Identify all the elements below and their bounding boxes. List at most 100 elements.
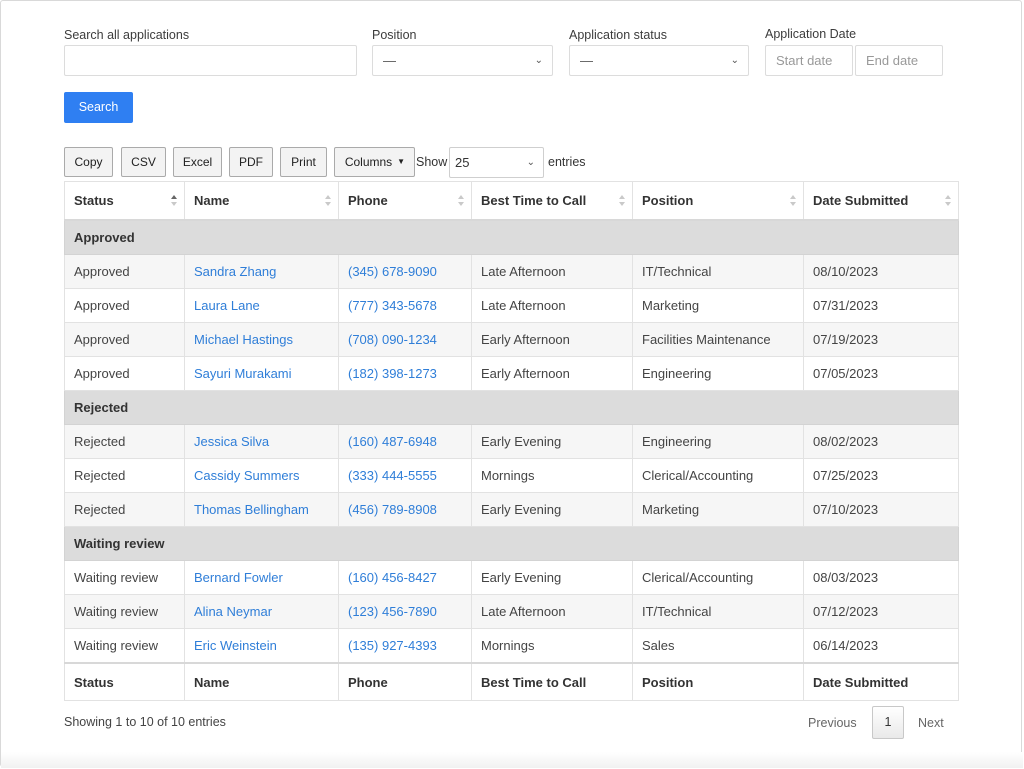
entries-label: entries xyxy=(548,155,586,169)
columns-button-label: Columns xyxy=(344,155,393,169)
cell-status: Waiting review xyxy=(64,594,185,629)
pdf-button[interactable]: PDF xyxy=(229,147,273,177)
group-label: Rejected xyxy=(64,390,959,425)
header-row: Status Name Phone Best Time to Call Position… xyxy=(64,181,959,221)
table-row: Waiting review Alina Neymar (123) 456-7890… xyxy=(64,594,959,629)
cell-name[interactable]: Sayuri Murakami xyxy=(184,356,339,391)
cell-phone[interactable]: (160) 487-6948 xyxy=(338,424,472,459)
column-header-position[interactable]: Position xyxy=(632,181,804,221)
cell-position: IT/Technical xyxy=(632,254,804,289)
sort-icon xyxy=(325,195,331,207)
column-header-status[interactable]: Status xyxy=(64,181,185,221)
cell-phone[interactable]: (777) 343-5678 xyxy=(338,288,472,323)
columns-button[interactable]: Columns ▼ xyxy=(334,147,415,177)
cell-position: IT/Technical xyxy=(632,594,804,629)
cell-phone[interactable]: (708) 090-1234 xyxy=(338,322,472,357)
cell-name[interactable]: Eric Weinstein xyxy=(184,628,339,664)
chevron-down-icon: ⌄ xyxy=(730,55,739,66)
column-footer-position: Position xyxy=(632,662,804,701)
column-footer-best-time-to-call: Best Time to Call xyxy=(471,662,633,701)
cell-name[interactable]: Alina Neymar xyxy=(184,594,339,629)
table-row: Rejected Cassidy Summers (333) 444-5555 Mor… xyxy=(64,458,959,493)
group-row: Rejected xyxy=(64,390,959,425)
cell-date-submitted: 07/12/2023 xyxy=(803,594,959,629)
search-input[interactable] xyxy=(64,45,357,76)
cell-status: Approved xyxy=(64,288,185,323)
cell-phone[interactable]: (135) 927-4393 xyxy=(338,628,472,664)
position-select[interactable]: — ⌄ xyxy=(372,45,553,76)
column-header-best-time-to-call[interactable]: Best Time to Call xyxy=(471,181,633,221)
cell-name[interactable]: Bernard Fowler xyxy=(184,560,339,595)
cell-phone[interactable]: (123) 456-7890 xyxy=(338,594,472,629)
cell-date-submitted: 07/19/2023 xyxy=(803,322,959,357)
column-footer-status: Status xyxy=(64,662,185,701)
column-header-label: Position xyxy=(642,193,694,208)
search-label: Search all applications xyxy=(64,28,190,42)
start-date-input[interactable]: Start date xyxy=(765,45,853,76)
column-header-label: Name xyxy=(194,193,230,208)
cell-status: Rejected xyxy=(64,458,185,493)
chevron-down-icon: ⌄ xyxy=(526,157,535,168)
page-length-select[interactable]: 25 ⌄ xyxy=(449,147,544,178)
cell-position: Engineering xyxy=(632,356,804,391)
table-row: Rejected Thomas Bellingham (456) 789-8908 E… xyxy=(64,492,959,527)
cell-position: Sales xyxy=(632,628,804,664)
cell-date-submitted: 07/31/2023 xyxy=(803,288,959,323)
applications-table: Status Name Phone Best Time to Call Position… xyxy=(64,181,959,701)
cell-best-time-to-call: Late Afternoon xyxy=(471,288,633,323)
cell-date-submitted: 08/10/2023 xyxy=(803,254,959,289)
cell-status: Approved xyxy=(64,322,185,357)
cell-name[interactable]: Sandra Zhang xyxy=(184,254,339,289)
cell-phone[interactable]: (160) 456-8427 xyxy=(338,560,472,595)
cell-date-submitted: 06/14/2023 xyxy=(803,628,959,664)
column-header-label: Best Time to Call xyxy=(481,193,587,208)
cell-position: Engineering xyxy=(632,424,804,459)
cell-name[interactable]: Thomas Bellingham xyxy=(184,492,339,527)
end-date-input[interactable]: End date xyxy=(855,45,943,76)
date-label: Application Date xyxy=(765,27,857,41)
page-1-button[interactable]: 1 xyxy=(872,706,904,739)
column-header-name[interactable]: Name xyxy=(184,181,339,221)
cell-status: Waiting review xyxy=(64,560,185,595)
show-label: Show xyxy=(416,155,448,169)
cell-position: Marketing xyxy=(632,288,804,323)
table-body: Approved Approved Sandra Zhang (345) 678-90… xyxy=(64,219,959,664)
cell-name[interactable]: Jessica Silva xyxy=(184,424,339,459)
table-row: Approved Laura Lane (777) 343-5678 Late Aft… xyxy=(64,288,959,323)
chevron-down-icon: ⌄ xyxy=(534,55,543,66)
cell-best-time-to-call: Mornings xyxy=(471,628,633,664)
table-row: Approved Michael Hastings (708) 090-1234 Ea… xyxy=(64,322,959,357)
group-row: Waiting review xyxy=(64,526,959,561)
excel-button[interactable]: Excel xyxy=(173,147,222,177)
cell-status: Rejected xyxy=(64,424,185,459)
copy-button[interactable]: Copy xyxy=(64,147,113,177)
sort-icon xyxy=(619,195,625,207)
status-select-value: — xyxy=(580,53,593,68)
column-header-date-submitted[interactable]: Date Submitted xyxy=(803,181,959,221)
cell-date-submitted: 07/05/2023 xyxy=(803,356,959,391)
cell-phone[interactable]: (333) 444-5555 xyxy=(338,458,472,493)
cell-phone[interactable]: (345) 678-9090 xyxy=(338,254,472,289)
position-label: Position xyxy=(372,28,417,42)
column-footer-name: Name xyxy=(184,662,339,701)
print-button[interactable]: Print xyxy=(280,147,327,177)
cell-name[interactable]: Laura Lane xyxy=(184,288,339,323)
search-button[interactable]: Search xyxy=(64,92,133,123)
cell-phone[interactable]: (182) 398-1273 xyxy=(338,356,472,391)
status-select[interactable]: — ⌄ xyxy=(569,45,749,76)
column-header-label: Status xyxy=(74,193,114,208)
footer-row: Status Name Phone Best Time to Call Position… xyxy=(64,662,959,701)
previous-page-button[interactable]: Previous xyxy=(808,716,857,730)
table-info: Showing 1 to 10 of 10 entries xyxy=(64,715,226,729)
group-label: Approved xyxy=(64,219,959,255)
column-header-phone[interactable]: Phone xyxy=(338,181,472,221)
column-footer-date-submitted: Date Submitted xyxy=(803,662,959,701)
cell-phone[interactable]: (456) 789-8908 xyxy=(338,492,472,527)
cell-name[interactable]: Michael Hastings xyxy=(184,322,339,357)
cell-position: Clerical/Accounting xyxy=(632,560,804,595)
csv-button[interactable]: CSV xyxy=(121,147,166,177)
group-label: Waiting review xyxy=(64,526,959,561)
cell-date-submitted: 07/10/2023 xyxy=(803,492,959,527)
cell-name[interactable]: Cassidy Summers xyxy=(184,458,339,493)
next-page-button[interactable]: Next xyxy=(918,716,944,730)
